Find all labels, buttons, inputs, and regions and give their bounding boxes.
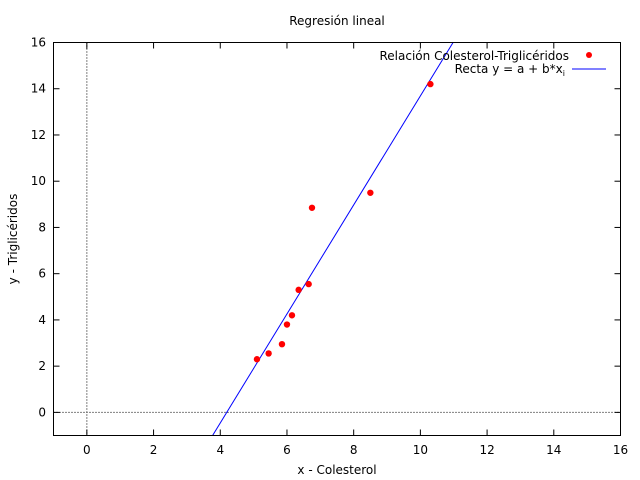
legend-marker-points — [586, 52, 592, 58]
data-point — [253, 356, 261, 363]
data-point — [367, 189, 374, 196]
data-point — [288, 312, 296, 319]
x-tick-label: 10 — [413, 443, 428, 457]
zero-axes — [53, 42, 621, 436]
x-tick-label: 16 — [613, 443, 628, 457]
legend-label-line-subscript: i — [563, 69, 565, 78]
x-tick-label: 14 — [546, 443, 561, 457]
y-tick-label: 4 — [38, 313, 46, 327]
x-tick-label: 2 — [150, 443, 158, 457]
x-tick-label: 0 — [83, 443, 91, 457]
x-axis-label: x - Colesterol — [297, 463, 376, 477]
y-tick-label: 8 — [38, 220, 46, 234]
x-tick-label: 4 — [216, 443, 224, 457]
y-tick-label: 16 — [31, 36, 46, 50]
legend-label-line: Recta y = a + b*xi — [455, 62, 565, 78]
data-point — [295, 286, 302, 294]
x-tick-label: 6 — [283, 443, 291, 457]
y-tick-label: 0 — [38, 405, 46, 419]
plot-frame — [53, 42, 621, 436]
legend-label-line-prefix: Recta y = a + b*x — [455, 62, 563, 76]
x-tick-label: 8 — [350, 443, 358, 457]
data-point — [427, 80, 434, 88]
y-tick-label: 14 — [31, 82, 46, 96]
legend-label-points: Relación Colesterol-Triglicéridos — [380, 49, 570, 63]
y-axis-label: y - Triglicéridos — [6, 194, 20, 285]
legend: Relación Colesterol-Triglicéridos Recta … — [380, 49, 606, 78]
data-points-layer — [253, 80, 434, 363]
data-point — [283, 321, 291, 328]
y-tick-label: 6 — [38, 267, 46, 281]
chart-title: Regresión lineal — [289, 14, 385, 28]
regression-line-layer — [212, 42, 454, 436]
y-tick-label: 10 — [31, 174, 46, 188]
x-tick-label: 12 — [479, 443, 494, 457]
data-point — [308, 204, 316, 211]
tick-labels: 0 2 4 6 8 10 12 14 16 0 2 4 6 8 10 12 14 16 — [31, 36, 628, 458]
regression-line — [212, 42, 454, 436]
y-tick-label: 12 — [31, 128, 46, 142]
data-point — [265, 350, 272, 357]
data-point — [305, 280, 312, 288]
data-point — [278, 340, 286, 348]
y-tick-label: 2 — [38, 359, 46, 373]
